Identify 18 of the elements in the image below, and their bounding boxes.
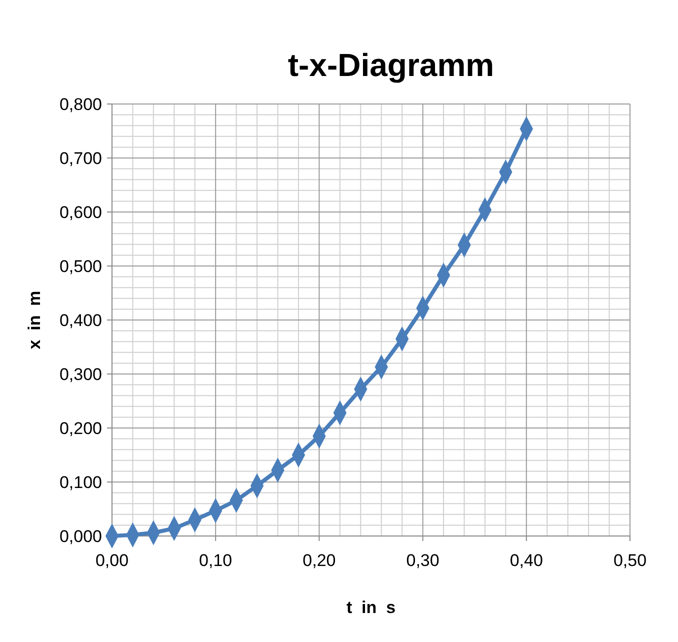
y-tick-label: 0,400 <box>59 311 102 330</box>
y-tick-label: 0,600 <box>59 203 102 222</box>
y-tick-label: 0,000 <box>59 527 102 546</box>
x-tick-label: 0,10 <box>199 551 232 570</box>
x-tick-label: 0,20 <box>302 551 336 570</box>
x-tick-label: 0,30 <box>406 551 440 570</box>
y-axis-title: x in m <box>25 290 44 350</box>
y-tick-label: 0,700 <box>59 149 102 168</box>
x-tick-label: 0,40 <box>510 551 543 570</box>
y-tick-label: 0,800 <box>59 95 102 114</box>
x-tick-label: 0,50 <box>613 551 647 570</box>
chart-title: t-x-Diagramm <box>288 47 494 83</box>
y-tick-label: 0,300 <box>59 365 102 384</box>
y-tick-label: 0,100 <box>59 473 102 492</box>
y-tick-label: 0,500 <box>59 257 102 276</box>
x-axis-title: t in s <box>346 598 396 617</box>
x-tick-label: 0,00 <box>95 551 129 570</box>
y-tick-label: 0,200 <box>59 419 102 438</box>
